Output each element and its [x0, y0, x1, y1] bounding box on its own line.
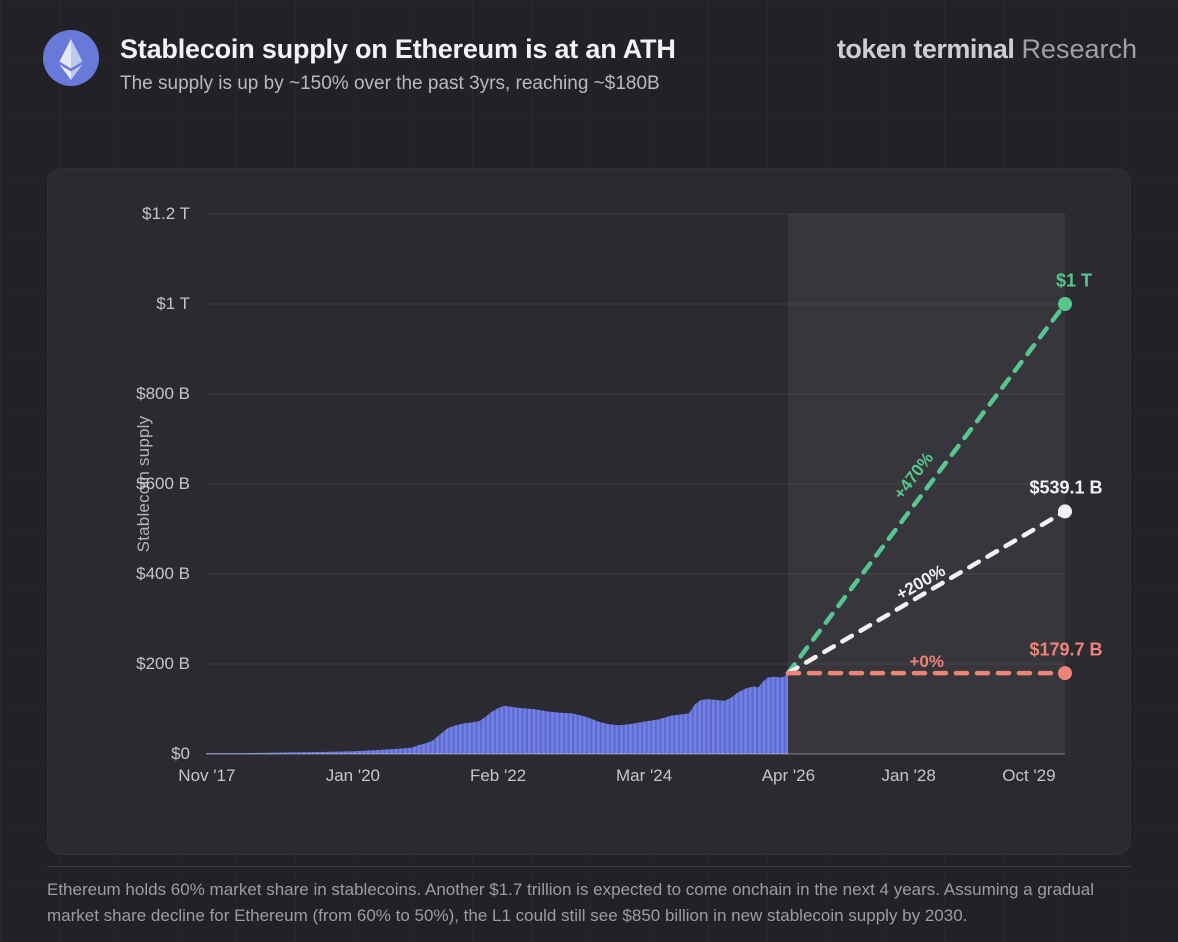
x-tick-label: Apr '26 [761, 766, 816, 785]
header-titles: Stablecoin supply on Ethereum is at an A… [120, 30, 676, 95]
x-tick-label: Mar '24 [616, 766, 673, 785]
page-subtitle: The supply is up by ~150% over the past … [120, 73, 660, 94]
brand-suffix: Research [1021, 34, 1137, 64]
forecast-region [787, 214, 1065, 754]
projection-value-label-plus-200: $539.1 B [1029, 477, 1103, 498]
plot-area: $0 $200 B $400 B $600 B $800 B $1 T $1.2 T Nov … [136, 204, 1102, 785]
chart-card: Stablecoin supply $0 $200 B $400 B $600 B $8… [47, 168, 1131, 855]
y-tick-label: $600 B [136, 474, 190, 493]
x-tick-label: Nov '17 [178, 766, 236, 785]
footer-note: Ethereum holds 60% market share in stabl… [47, 880, 1095, 925]
projection-percent-label-plus-0: +0% [909, 651, 944, 671]
projection-value-label-plus-470: $1 T [1055, 270, 1093, 291]
y-tick-label: $400 B [136, 564, 190, 583]
x-tick-label: Feb '22 [469, 766, 527, 785]
header: Stablecoin supply on Ethereum is at an A… [43, 30, 1137, 95]
projection-dot-plus-470 [1058, 297, 1072, 311]
y-tick-label: $1.2 T [142, 204, 190, 223]
projection-dot-plus-200 [1058, 504, 1072, 519]
projection-value-label-plus-0: $179.7 B [1029, 639, 1103, 660]
y-tick-label: $800 B [136, 384, 190, 403]
brand-name: token terminal [836, 34, 1015, 64]
x-tick-label: Jan '20 [325, 766, 381, 785]
ethereum-logo-icon [43, 30, 99, 86]
footer-divider [47, 866, 1131, 867]
projection-line-plus-470 [785, 301, 1068, 676]
projection-line-plus-200 [785, 509, 1068, 676]
x-tick-label: Oct '29 [1002, 766, 1056, 785]
supply-area-series [206, 673, 788, 754]
y-tick-label: $1 T [156, 294, 190, 313]
chart-svg [206, 213, 1072, 755]
y-tick-label: $200 B [136, 654, 190, 673]
page-title: Stablecoin supply on Ethereum is at an A… [120, 34, 676, 64]
x-tick-label: Jan '28 [881, 766, 936, 785]
y-tick-label: $0 [171, 744, 190, 763]
projection-dot-plus-0 [1058, 666, 1072, 681]
brand-wordmark: token terminal Research [837, 30, 1137, 68]
